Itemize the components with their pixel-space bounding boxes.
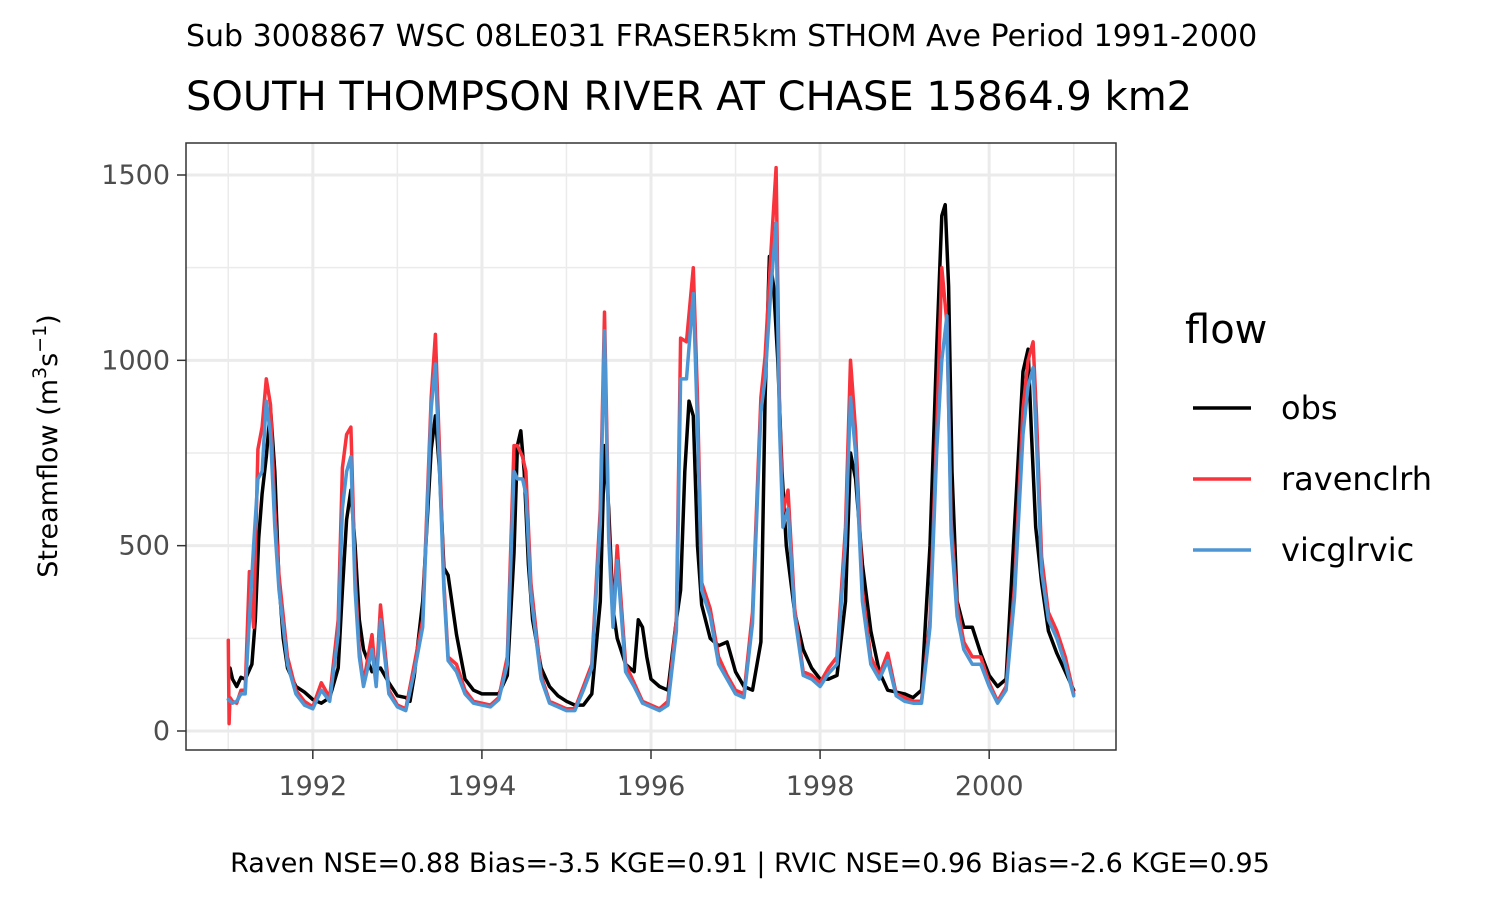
series-line-obs <box>228 202 1076 707</box>
y-axis: 0 500 1000 1500 <box>101 160 186 747</box>
x-tick-label: 1994 <box>448 771 517 802</box>
y-tick-label: 1500 <box>101 160 170 191</box>
legend-title: flow <box>1185 307 1267 353</box>
y-tick-label: 1000 <box>101 345 170 376</box>
legend-items: obs ravenclrh vicglrvic <box>1193 389 1432 569</box>
legend-label-vicglrvic: vicglrvic <box>1281 531 1414 569</box>
y-tick-label: 500 <box>118 531 170 562</box>
chart-caption: Raven NSE=0.88 Bias=-3.5 KGE=0.91 | RVIC… <box>230 848 1270 879</box>
chart-title: SOUTH THOMPSON RIVER AT CHASE 15864.9 km… <box>186 74 1192 120</box>
legend-label-ravenclrh: ravenclrh <box>1281 460 1432 498</box>
x-tick-label: 1992 <box>278 771 347 802</box>
legend: flow obs ravenclrh vicglrvic <box>1185 307 1432 569</box>
legend-label-obs: obs <box>1281 389 1338 427</box>
series-layer <box>226 165 1076 726</box>
series-line-vicglrvic <box>226 221 1076 713</box>
y-axis-title: Streamflow (m3s−1) <box>29 314 64 577</box>
x-axis: 1992 1994 1996 1998 2000 <box>278 750 1024 802</box>
x-tick-label: 1996 <box>617 771 686 802</box>
x-tick-label: 1998 <box>786 771 855 802</box>
chart-subtitle: Sub 3008867 WSC 08LE031 FRASER5km STHOM … <box>186 19 1257 54</box>
plot-area <box>185 142 1117 751</box>
y-tick-label: 0 <box>153 716 170 747</box>
x-tick-label: 2000 <box>955 771 1024 802</box>
